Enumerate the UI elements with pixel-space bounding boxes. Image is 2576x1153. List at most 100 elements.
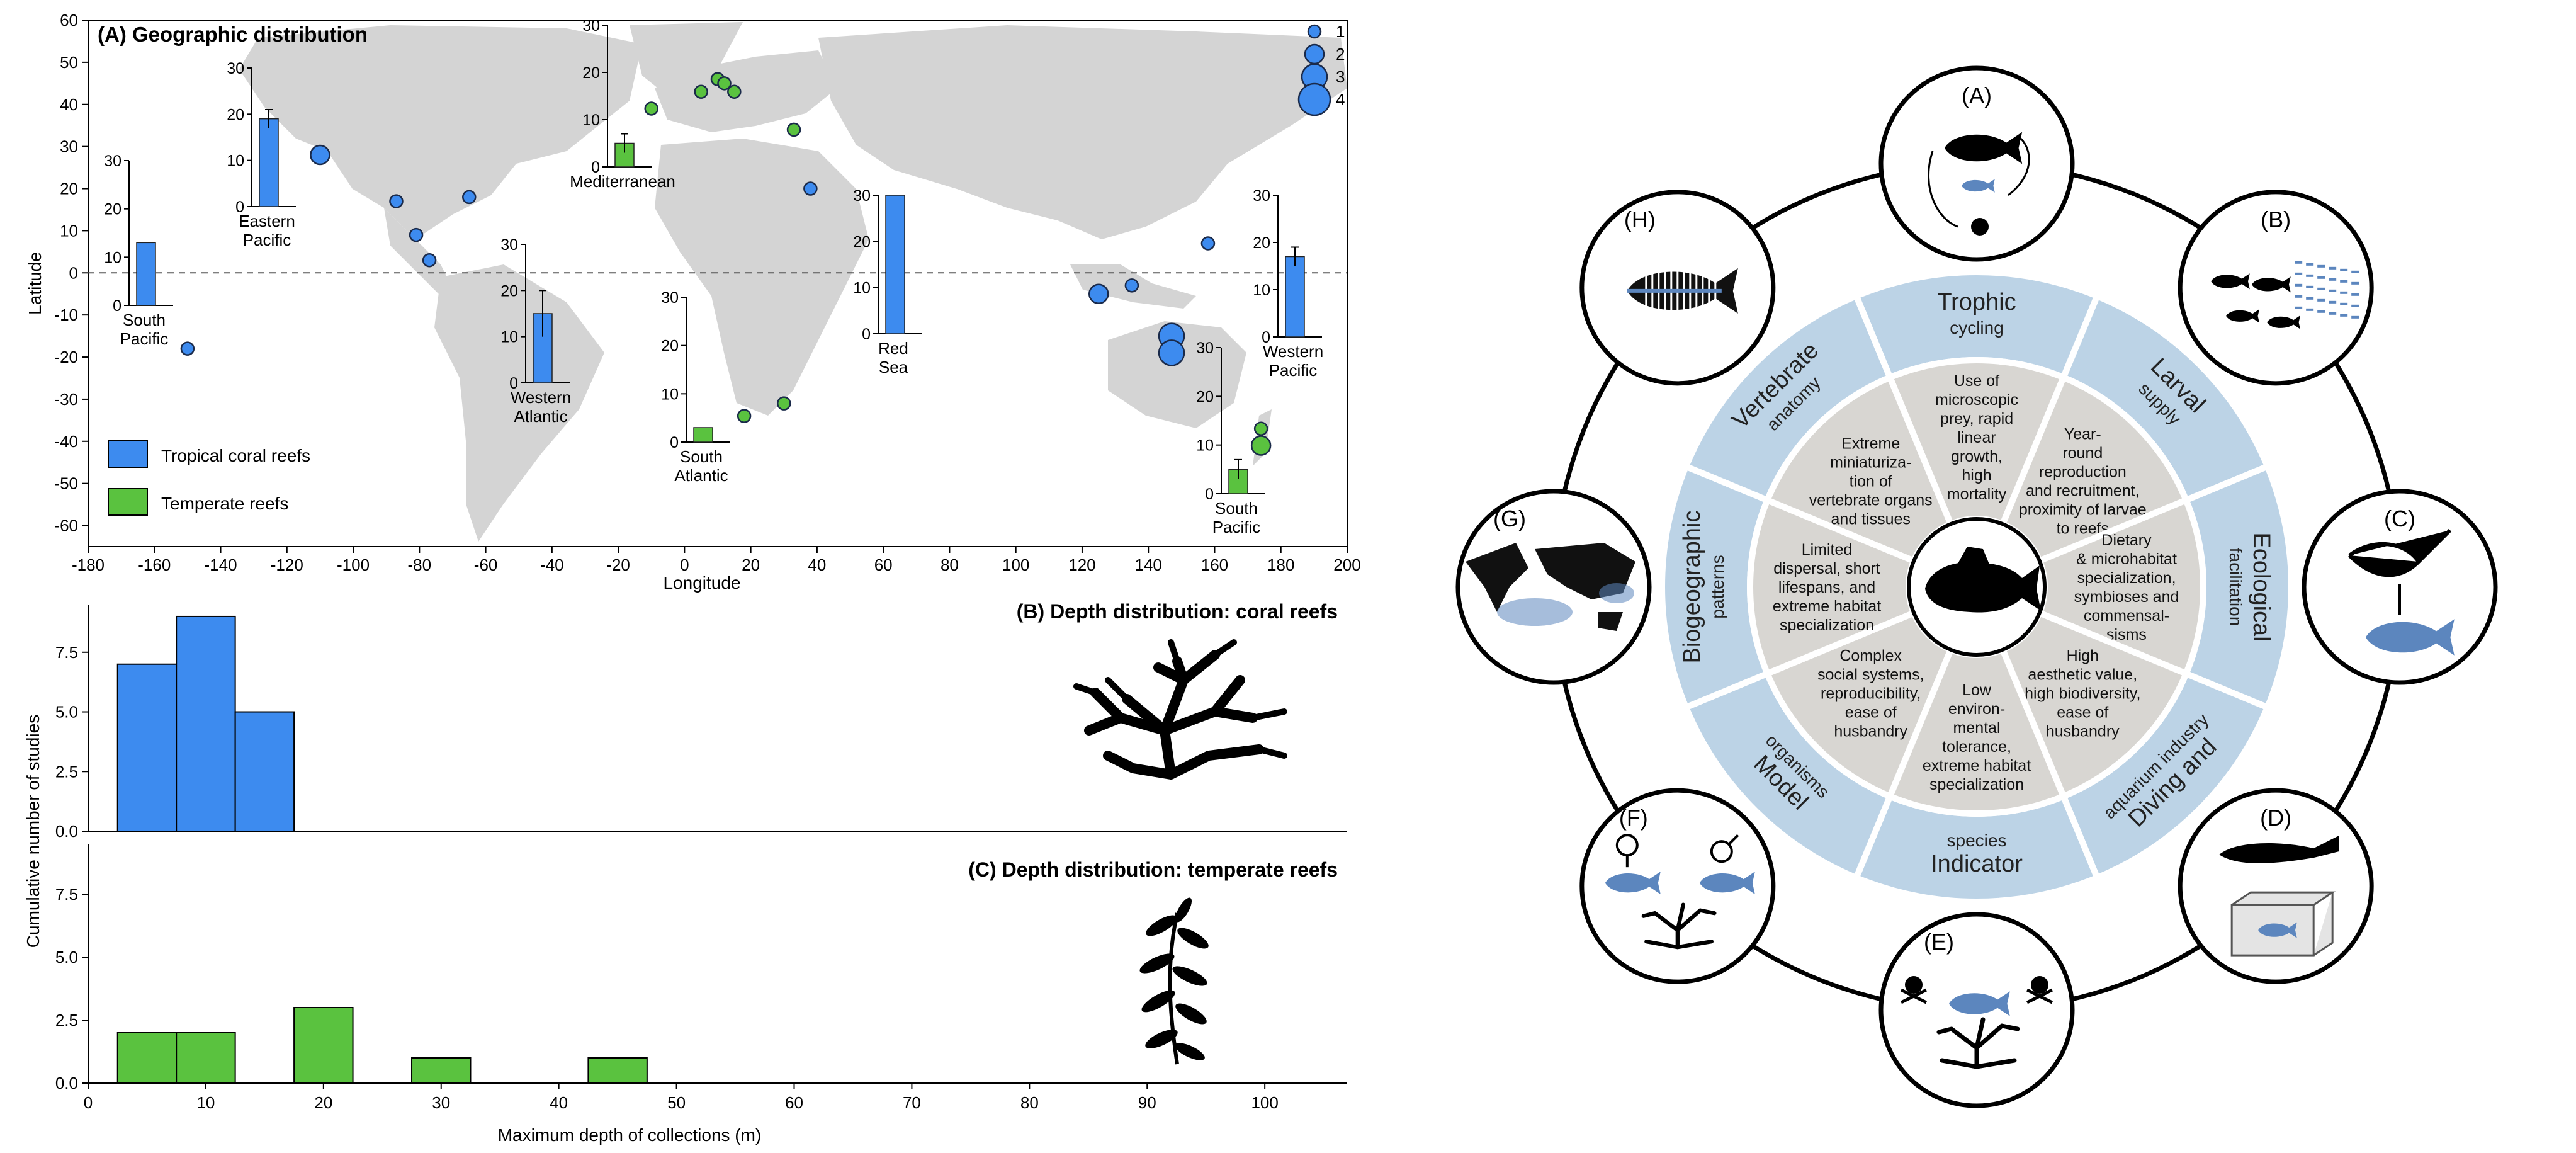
inset-tick-label: 10 <box>853 280 871 297</box>
inset-tick-label: 30 <box>582 17 600 35</box>
wheel-sector-description: husbandry <box>1834 722 1907 740</box>
cycle-arrow <box>2008 137 2030 196</box>
wheel-sector-description: specialization <box>1780 616 1874 634</box>
type-legend: Tropical coral reefs Temperate reefs <box>108 440 310 516</box>
legend-tropical-swatch <box>108 440 148 468</box>
map-point <box>1200 236 1216 251</box>
hist-y-tick-label: 0.0 <box>55 822 78 841</box>
inset-tick-label: 20 <box>1196 388 1214 406</box>
map-x-tick-label: -80 <box>408 555 432 574</box>
inset-tick-label: 10 <box>104 249 121 266</box>
wheel-sector-description: & microhabitat <box>2076 550 2177 568</box>
fish-shape <box>2258 922 2297 938</box>
icon-circle-letter: (A) <box>1962 82 1992 108</box>
icon-circle <box>1878 65 2075 262</box>
inset-bar <box>1285 256 1305 338</box>
fish-shape <box>2211 273 2250 290</box>
inset-label: Pacific <box>120 329 169 348</box>
panel-a-map: -180 -160 -140 -120 -100 -80 -60 -40 -20 0 20 40 60 8… <box>25 11 1361 593</box>
fish-shape <box>1605 872 1661 895</box>
cycle-arrow <box>1928 151 1958 228</box>
map-point <box>389 194 404 208</box>
inset-tick-label: 0 <box>862 326 871 343</box>
hist-bar <box>411 1057 472 1084</box>
map-point <box>310 144 330 166</box>
inset-tick-label: 20 <box>1253 234 1270 252</box>
hist-bar <box>176 1032 236 1084</box>
size-legend-circle <box>1304 43 1325 65</box>
inset-tick-label: 0 <box>509 375 518 392</box>
inset-bar <box>693 427 713 443</box>
wheel-sector-description: environ- <box>1948 700 2005 718</box>
hist-y-tick-label: 2.5 <box>55 1011 78 1030</box>
wheel-sector-description: mortality <box>1947 486 2007 503</box>
size-legend-label: 4 <box>1336 90 1345 109</box>
land-central-america <box>384 208 453 296</box>
hist-bar <box>116 663 178 832</box>
fish-skeleton-icon: (H) <box>1579 190 1776 386</box>
land-asia <box>818 25 1347 239</box>
inset-tick-label: 0 <box>591 159 600 176</box>
bc-y-label: Cumulative number of studies <box>23 715 43 948</box>
inset-tick-label: 30 <box>104 152 121 170</box>
map-title: (A) Geographic distribution <box>98 23 368 46</box>
wheel-sector-description: proximity of larvae <box>2019 501 2147 519</box>
hist-bar <box>116 1032 178 1084</box>
inset-bar <box>885 195 905 334</box>
wheel-sector-title: Trophic <box>1937 289 2016 315</box>
c-bars <box>116 1007 648 1084</box>
map-frame <box>88 20 1348 547</box>
icon-circle-letter: (F) <box>1619 805 1648 831</box>
map-x-tick-label: 160 <box>1201 555 1228 574</box>
inset-tick-label: 30 <box>1253 187 1270 205</box>
wheel-sector-description: lifespans, and <box>1778 579 1875 596</box>
inset-tick-label: 10 <box>661 385 679 403</box>
inset-label: Sea <box>879 358 908 377</box>
inset-tick-label: 10 <box>582 111 600 129</box>
map-x-tick-label: -60 <box>474 555 498 574</box>
wheel-sector-description: tion of <box>1850 473 1892 491</box>
wheel-sector-description: vertebrate organs <box>1809 492 1933 509</box>
inset-tick-label: 30 <box>853 187 871 205</box>
wheel-sector-description: husbandry <box>2046 722 2120 740</box>
inset-tick-label: 30 <box>661 289 679 307</box>
crossbones-shape <box>2026 988 2053 1004</box>
inset-label: Western <box>1263 342 1323 361</box>
toxic-indicator-icon: (E) <box>1878 912 2075 1108</box>
fish-shape <box>2226 309 2259 323</box>
legend-temperate-swatch <box>108 488 148 516</box>
icon-circle-letter: (G) <box>1493 506 1526 531</box>
size-legend-label: 3 <box>1336 67 1345 86</box>
inset-tick-label: 30 <box>227 60 244 77</box>
fish-shape <box>1699 872 1755 895</box>
trophic-cycle-icon: (A) <box>1878 65 2075 262</box>
panel-b-histogram: 0.0 2.5 5.0 7.5 (B) Depth distribution: cor… <box>55 600 1347 841</box>
icon-circle-letter: (D) <box>2260 805 2291 831</box>
inset-tick-label: 0 <box>670 434 679 452</box>
c-x-tick-label: 30 <box>432 1093 450 1112</box>
hist-bar <box>293 1007 354 1084</box>
crossbones-shape <box>1900 988 1928 1004</box>
wheel-sector-description: Low <box>1962 681 1992 699</box>
wheel-sector-description: linear <box>1957 429 1996 446</box>
land-masses <box>239 22 1347 542</box>
map-x-tick-label: 0 <box>680 555 689 574</box>
b-y-ticks: 0.0 2.5 5.0 7.5 <box>55 643 88 841</box>
wheel-sector-description: commensal- <box>2084 607 2169 625</box>
map-point <box>1253 421 1268 436</box>
inset-label: Pacific <box>1269 361 1318 380</box>
map-y-tick-label: 30 <box>60 137 78 156</box>
larva-shape <box>1971 218 1989 236</box>
world-map-shape <box>1466 543 1635 631</box>
hist-bar <box>234 711 295 832</box>
inset-label: Pacific <box>1212 518 1261 537</box>
wheel-sector-title: Biogeographic <box>1679 511 1705 664</box>
map-point <box>803 181 818 196</box>
wheel-sector-description: aesthetic value, <box>2028 666 2137 683</box>
wheel-sector-description: microscopic <box>1935 391 2018 409</box>
inset-label: Pacific <box>243 230 291 249</box>
map-y-tick-label: 60 <box>60 11 78 30</box>
